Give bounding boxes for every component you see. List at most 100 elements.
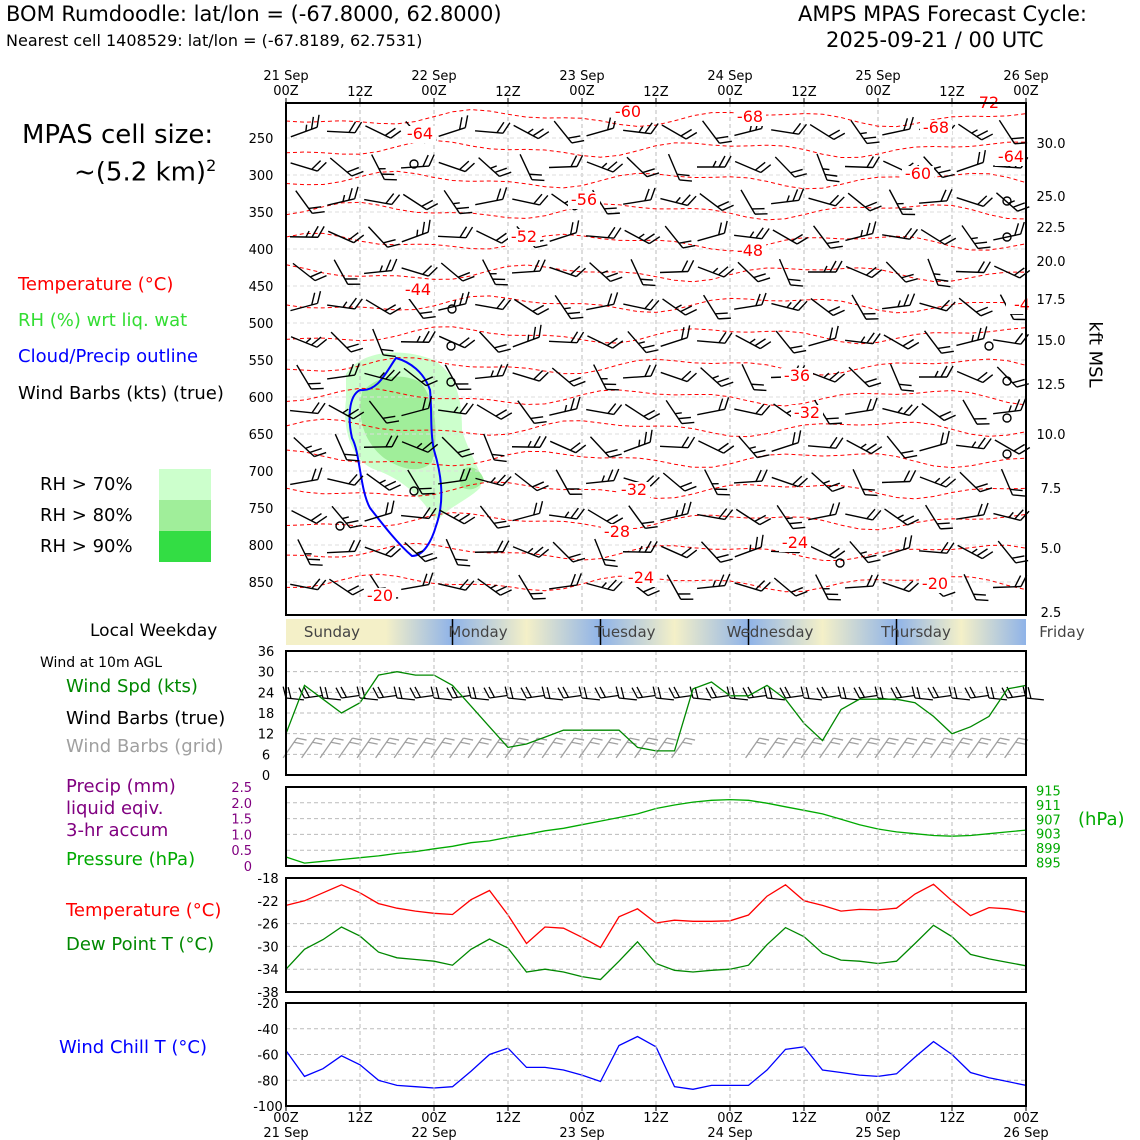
barb-flag bbox=[310, 336, 322, 346]
temp-label: -48 bbox=[737, 241, 763, 260]
barb-flag bbox=[305, 337, 312, 344]
barb-shaft bbox=[548, 165, 578, 169]
wind-barb bbox=[401, 396, 433, 417]
barb-shaft bbox=[514, 472, 538, 492]
wind-barb bbox=[364, 369, 401, 382]
true-barb-shaft bbox=[674, 694, 693, 699]
grid-barb bbox=[745, 737, 770, 759]
true-barb-flag bbox=[953, 687, 958, 699]
barb-flag bbox=[1010, 488, 1023, 492]
calm-circle bbox=[446, 341, 456, 351]
barb-shaft bbox=[586, 161, 614, 173]
barb-shaft bbox=[551, 367, 575, 387]
barb-shaft bbox=[401, 231, 429, 243]
kft-tick: 15.0 bbox=[1037, 334, 1066, 349]
subtitle-left: Nearest cell 1408529: lat/lon = (-67.818… bbox=[6, 31, 423, 50]
grid-barb-flag bbox=[537, 737, 548, 741]
barb-flag bbox=[828, 598, 841, 601]
true-barb bbox=[837, 686, 859, 701]
barb-flag bbox=[864, 378, 877, 384]
barb-flag bbox=[724, 155, 732, 168]
wind-barb bbox=[778, 258, 804, 287]
barb-flag bbox=[798, 123, 808, 135]
wind-barb bbox=[438, 402, 474, 415]
barb-flag bbox=[712, 267, 719, 274]
barb-flag bbox=[391, 435, 399, 448]
wind-barb bbox=[438, 468, 471, 485]
barb-flag bbox=[677, 593, 691, 595]
true-barb-flag bbox=[414, 686, 422, 698]
barb-shaft bbox=[593, 364, 607, 390]
barb-flag bbox=[459, 468, 465, 482]
barb-flag bbox=[823, 480, 830, 484]
pressure-tick: 450 bbox=[249, 280, 274, 295]
barb-flag bbox=[830, 245, 843, 249]
barb-shaft bbox=[738, 435, 758, 459]
barb-flag bbox=[607, 212, 620, 215]
wind-barb bbox=[296, 364, 324, 390]
barb-flag bbox=[305, 445, 312, 450]
barb-flag bbox=[792, 189, 799, 202]
wind-barb bbox=[808, 260, 843, 273]
barb-flag bbox=[828, 547, 840, 557]
legend-barbs: Wind Barbs (kts) (true) bbox=[18, 383, 224, 404]
barb-flag bbox=[679, 179, 693, 182]
wind-barb bbox=[331, 505, 363, 529]
barb-shaft bbox=[483, 433, 495, 461]
grid-barb bbox=[911, 737, 936, 759]
barb-flag bbox=[908, 535, 913, 548]
calm-circle bbox=[1002, 196, 1012, 206]
wind-barb bbox=[290, 578, 327, 591]
barb-flag bbox=[462, 275, 475, 282]
barb-flag bbox=[453, 406, 459, 413]
barb-flag bbox=[902, 537, 907, 550]
barb-shaft bbox=[628, 505, 646, 529]
barb-flag bbox=[643, 409, 656, 417]
grid-barb bbox=[837, 737, 862, 759]
wind-barb bbox=[589, 436, 622, 458]
wind-barb bbox=[372, 328, 396, 358]
barb-flag bbox=[681, 194, 691, 205]
wind-barb bbox=[402, 193, 439, 211]
true-barb-flag bbox=[520, 687, 528, 699]
barb-flag bbox=[829, 422, 842, 425]
true-barb-flag bbox=[409, 687, 417, 699]
wind-barb bbox=[441, 436, 475, 458]
temp-label-bg bbox=[601, 524, 633, 541]
barb-flag bbox=[464, 162, 475, 173]
true-barb-flag bbox=[768, 687, 773, 699]
barb-flag bbox=[532, 481, 545, 488]
temp-label-bg bbox=[734, 243, 766, 260]
grid-barb bbox=[763, 737, 788, 759]
barb-flag bbox=[680, 327, 685, 340]
barb-flag bbox=[937, 284, 951, 288]
barb-flag bbox=[934, 166, 941, 170]
barb-flag bbox=[316, 515, 328, 524]
barb-shaft bbox=[290, 583, 318, 591]
true-barb-flag bbox=[636, 686, 644, 698]
barb-shaft bbox=[956, 444, 984, 450]
barb-shaft bbox=[368, 400, 388, 424]
precip-ytick: 2.5 bbox=[231, 781, 252, 796]
grid-barb-flag bbox=[959, 741, 970, 745]
legend-precip-1: Precip (mm) bbox=[66, 776, 176, 797]
pressure-tick: 300 bbox=[249, 169, 274, 184]
barb-flag bbox=[455, 383, 469, 385]
grid-barb bbox=[671, 737, 696, 759]
rh80-area bbox=[360, 376, 436, 470]
barb-flag bbox=[1011, 555, 1025, 559]
barb-flag bbox=[533, 259, 540, 272]
barb-flag bbox=[718, 508, 728, 519]
temp-label: -24 bbox=[628, 568, 654, 587]
grid-barb-flag bbox=[663, 741, 674, 745]
grid-barb-flag bbox=[774, 741, 785, 745]
wind-barb bbox=[735, 508, 772, 526]
barb-flag bbox=[570, 573, 576, 587]
barb-flag bbox=[497, 525, 511, 529]
wind-barb bbox=[293, 436, 327, 458]
wind-barb bbox=[327, 230, 365, 244]
wind-barb bbox=[291, 510, 328, 524]
barb-flag bbox=[797, 430, 802, 443]
true-barb-flag bbox=[858, 686, 866, 698]
